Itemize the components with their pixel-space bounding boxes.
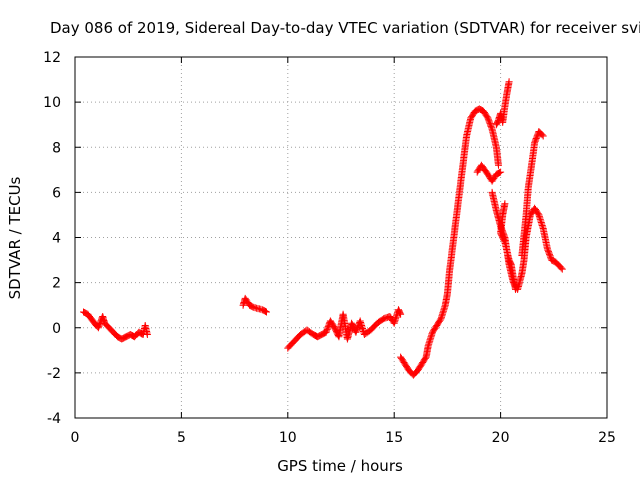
x-tick-label: 5 bbox=[177, 430, 186, 446]
data-point bbox=[538, 131, 546, 139]
data-point bbox=[557, 264, 565, 272]
y-tick-label: 0 bbox=[52, 321, 61, 337]
data-point bbox=[495, 161, 502, 169]
y-tick-label: 2 bbox=[52, 276, 61, 292]
x-tick-label: 20 bbox=[492, 430, 510, 446]
data-segment bbox=[80, 308, 151, 343]
data-point bbox=[143, 331, 151, 338]
y-tick-label: 4 bbox=[52, 231, 61, 247]
grid-lines bbox=[75, 57, 607, 418]
data-segment bbox=[397, 105, 502, 379]
data-segment bbox=[239, 294, 270, 316]
data-point bbox=[352, 327, 360, 335]
y-tick-label: 8 bbox=[52, 140, 61, 156]
y-tick-label: -2 bbox=[47, 366, 61, 382]
axis-ticks: 0 5 10 15 20 25 -4 -2 0 2 4 6 8 10 12 bbox=[43, 50, 616, 446]
y-tick-label: -4 bbox=[47, 411, 61, 427]
data-point bbox=[323, 327, 331, 335]
data-point bbox=[262, 307, 269, 315]
data-point bbox=[497, 168, 505, 176]
data-point bbox=[397, 310, 405, 318]
chart-title: Day 086 of 2019, Sidereal Day-to-day VTE… bbox=[50, 19, 640, 37]
y-tick-label: 10 bbox=[43, 95, 61, 111]
data-segment bbox=[473, 161, 505, 185]
y-axis-label: SDTVAR / TECUs bbox=[6, 176, 24, 299]
data-point bbox=[263, 308, 270, 316]
data-segment bbox=[284, 306, 405, 352]
data-segment bbox=[488, 188, 566, 293]
x-tick-label: 0 bbox=[71, 430, 80, 446]
data-point bbox=[485, 118, 493, 126]
data-segment bbox=[518, 128, 547, 259]
y-tick-label: 6 bbox=[52, 185, 61, 201]
data-point bbox=[558, 265, 566, 273]
data-point bbox=[500, 232, 508, 240]
data-series bbox=[80, 78, 566, 379]
x-axis-label: GPS time / hours bbox=[277, 457, 403, 475]
y-tick-label: 12 bbox=[43, 50, 61, 66]
x-tick-label: 15 bbox=[385, 430, 403, 446]
x-tick-label: 10 bbox=[279, 430, 297, 446]
data-segment bbox=[492, 78, 513, 129]
data-point bbox=[436, 316, 444, 324]
x-tick-label: 25 bbox=[598, 430, 616, 446]
data-point bbox=[539, 132, 547, 140]
data-point bbox=[505, 78, 513, 86]
